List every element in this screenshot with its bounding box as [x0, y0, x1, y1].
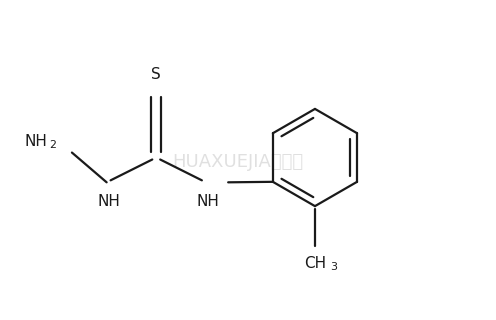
Text: NH: NH: [24, 134, 47, 149]
Text: NH: NH: [98, 194, 121, 209]
Text: S: S: [151, 67, 161, 82]
Text: CH: CH: [304, 256, 326, 271]
Text: NH: NH: [197, 194, 220, 209]
Text: HUAXUEJIA化学加: HUAXUEJIA化学加: [173, 154, 304, 172]
Text: 2: 2: [50, 140, 57, 150]
Text: 3: 3: [330, 262, 337, 272]
